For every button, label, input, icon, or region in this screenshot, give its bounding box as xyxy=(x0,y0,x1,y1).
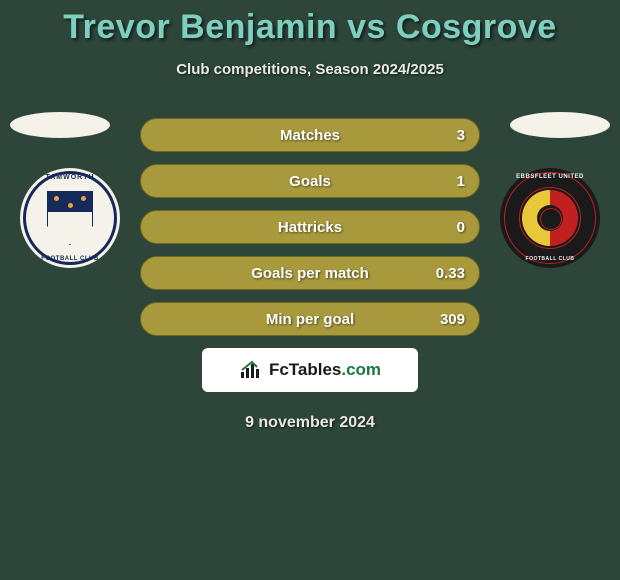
bar-chart-icon xyxy=(239,360,263,380)
ball-icon xyxy=(522,190,578,246)
stat-row-gpm: Goals per match 0.33 xyxy=(140,256,480,290)
team-crest-right: EBBSFLEET UNITED FOOTBALL CLUB xyxy=(500,168,600,268)
page-title: Trevor Benjamin vs Cosgrove xyxy=(0,8,620,47)
player-ellipse-right xyxy=(510,112,610,138)
stat-row-matches: Matches 3 xyxy=(140,118,480,152)
stat-value-right: 0.33 xyxy=(436,265,465,282)
header: Trevor Benjamin vs Cosgrove xyxy=(0,0,620,47)
crest-left-bottom-label: FOOTBALL CLUB xyxy=(41,256,98,262)
stat-row-goals: Goals 1 xyxy=(140,164,480,198)
stat-value-right: 0 xyxy=(457,219,465,236)
stat-label: Goals per match xyxy=(251,265,369,282)
stat-label: Goals xyxy=(289,173,331,190)
crest-right-top-label: EBBSFLEET UNITED xyxy=(516,174,584,180)
stat-label: Hattricks xyxy=(278,219,342,236)
stat-value-right: 1 xyxy=(457,173,465,190)
stat-value-right: 309 xyxy=(440,311,465,328)
player-ellipse-left xyxy=(10,112,110,138)
team-crest-left: TAMWORTH FOOTBALL CLUB xyxy=(20,168,120,268)
stat-rows: Matches 3 Goals 1 Hattricks 0 Goals per … xyxy=(140,118,480,336)
stats-area: TAMWORTH FOOTBALL CLUB EBBSFLEET UNITED xyxy=(0,118,620,432)
crest-left-top-label: TAMWORTH xyxy=(45,174,94,181)
crest-right-bottom-label: FOOTBALL CLUB xyxy=(526,256,575,262)
stat-value-right: 3 xyxy=(457,127,465,144)
date-text: 9 november 2024 xyxy=(0,414,620,432)
branding-text: FcTables.com xyxy=(269,360,381,380)
branding-box[interactable]: FcTables.com xyxy=(202,348,418,392)
subtitle: Club competitions, Season 2024/2025 xyxy=(0,61,620,78)
stat-label: Matches xyxy=(280,127,340,144)
stat-label: Min per goal xyxy=(266,311,354,328)
stat-row-hattricks: Hattricks 0 xyxy=(140,210,480,244)
stat-row-mpg: Min per goal 309 xyxy=(140,302,480,336)
